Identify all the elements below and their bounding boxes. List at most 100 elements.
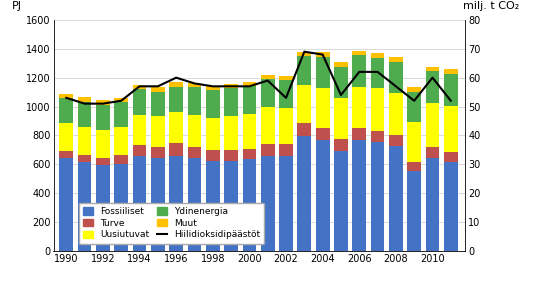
- Bar: [224, 88, 238, 116]
- Bar: [261, 75, 274, 79]
- Bar: [353, 51, 366, 56]
- Bar: [371, 53, 385, 58]
- Bar: [279, 80, 293, 108]
- Bar: [389, 62, 403, 93]
- Bar: [353, 87, 366, 129]
- Hiilidioksidipäästöt: [100, 102, 106, 105]
- Bar: [444, 162, 457, 251]
- Bar: [261, 79, 274, 107]
- Bar: [133, 156, 147, 251]
- Bar: [316, 87, 330, 128]
- Bar: [353, 56, 366, 87]
- Bar: [389, 57, 403, 62]
- Hiilidioksidipäästöt: [411, 99, 417, 102]
- Bar: [242, 86, 256, 114]
- Bar: [188, 147, 201, 158]
- Line: Hiilidioksidipäästöt: Hiilidioksidipäästöt: [66, 52, 451, 104]
- Bar: [133, 85, 147, 89]
- Bar: [316, 52, 330, 57]
- Bar: [426, 158, 439, 251]
- Bar: [407, 122, 421, 162]
- Bar: [242, 149, 256, 159]
- Hiilidioksidipäästöt: [246, 85, 253, 88]
- Bar: [426, 147, 439, 158]
- Hiilidioksidipäästöt: [338, 93, 344, 97]
- Hiilidioksidipäästöt: [393, 85, 399, 88]
- Bar: [59, 94, 73, 98]
- Bar: [279, 108, 293, 144]
- Bar: [224, 84, 238, 88]
- Bar: [96, 165, 110, 251]
- Bar: [371, 88, 385, 131]
- Bar: [426, 103, 439, 147]
- Bar: [389, 146, 403, 251]
- Bar: [96, 130, 110, 158]
- Bar: [261, 107, 274, 144]
- Bar: [297, 136, 311, 251]
- Bar: [279, 76, 293, 80]
- Bar: [353, 129, 366, 141]
- Bar: [371, 58, 385, 88]
- Bar: [224, 161, 238, 251]
- Bar: [426, 67, 439, 71]
- Bar: [334, 150, 348, 251]
- Bar: [188, 158, 201, 251]
- Bar: [444, 74, 457, 106]
- Hiilidioksidipäästöt: [283, 96, 289, 99]
- Bar: [353, 141, 366, 251]
- Bar: [334, 98, 348, 139]
- Bar: [206, 86, 220, 90]
- Bar: [334, 62, 348, 67]
- Bar: [151, 117, 165, 147]
- Bar: [279, 156, 293, 251]
- Bar: [242, 114, 256, 149]
- Hiilidioksidipäästöt: [356, 70, 363, 74]
- Hiilidioksidipäästöt: [192, 82, 198, 85]
- Hiilidioksidipäästöt: [228, 85, 234, 88]
- Bar: [151, 147, 165, 158]
- Bar: [334, 67, 348, 98]
- Bar: [169, 156, 183, 251]
- Bar: [206, 161, 220, 251]
- Bar: [151, 87, 165, 91]
- Bar: [169, 87, 183, 112]
- Hiilidioksidipäästöt: [81, 102, 88, 105]
- Hiilidioksidipäästöt: [118, 99, 125, 102]
- Hiilidioksidipäästöt: [136, 85, 143, 88]
- Bar: [59, 98, 73, 123]
- Bar: [169, 143, 183, 156]
- Text: PJ: PJ: [12, 1, 22, 11]
- Bar: [59, 158, 73, 251]
- Bar: [151, 91, 165, 117]
- Bar: [426, 71, 439, 103]
- Hiilidioksidipäästöt: [319, 53, 326, 56]
- Bar: [444, 106, 457, 152]
- Bar: [78, 127, 91, 155]
- Hiilidioksidipäästöt: [448, 99, 454, 102]
- Bar: [261, 156, 274, 251]
- Bar: [242, 159, 256, 251]
- Bar: [407, 91, 421, 122]
- Bar: [114, 98, 128, 102]
- Bar: [151, 158, 165, 251]
- Bar: [114, 127, 128, 155]
- Bar: [316, 141, 330, 251]
- Bar: [297, 52, 311, 56]
- Bar: [188, 115, 201, 147]
- Bar: [444, 70, 457, 74]
- Bar: [407, 171, 421, 251]
- Bar: [334, 139, 348, 150]
- Hiilidioksidipäästöt: [63, 96, 70, 99]
- Bar: [96, 100, 110, 105]
- Bar: [133, 145, 147, 156]
- Bar: [407, 162, 421, 171]
- Bar: [316, 57, 330, 87]
- Hiilidioksidipäästöt: [264, 79, 271, 82]
- Hiilidioksidipäästöt: [301, 50, 308, 53]
- Text: milj. t CO₂: milj. t CO₂: [463, 1, 519, 11]
- Bar: [389, 93, 403, 135]
- Bar: [371, 142, 385, 251]
- Bar: [133, 115, 147, 145]
- Bar: [444, 152, 457, 162]
- Bar: [114, 155, 128, 164]
